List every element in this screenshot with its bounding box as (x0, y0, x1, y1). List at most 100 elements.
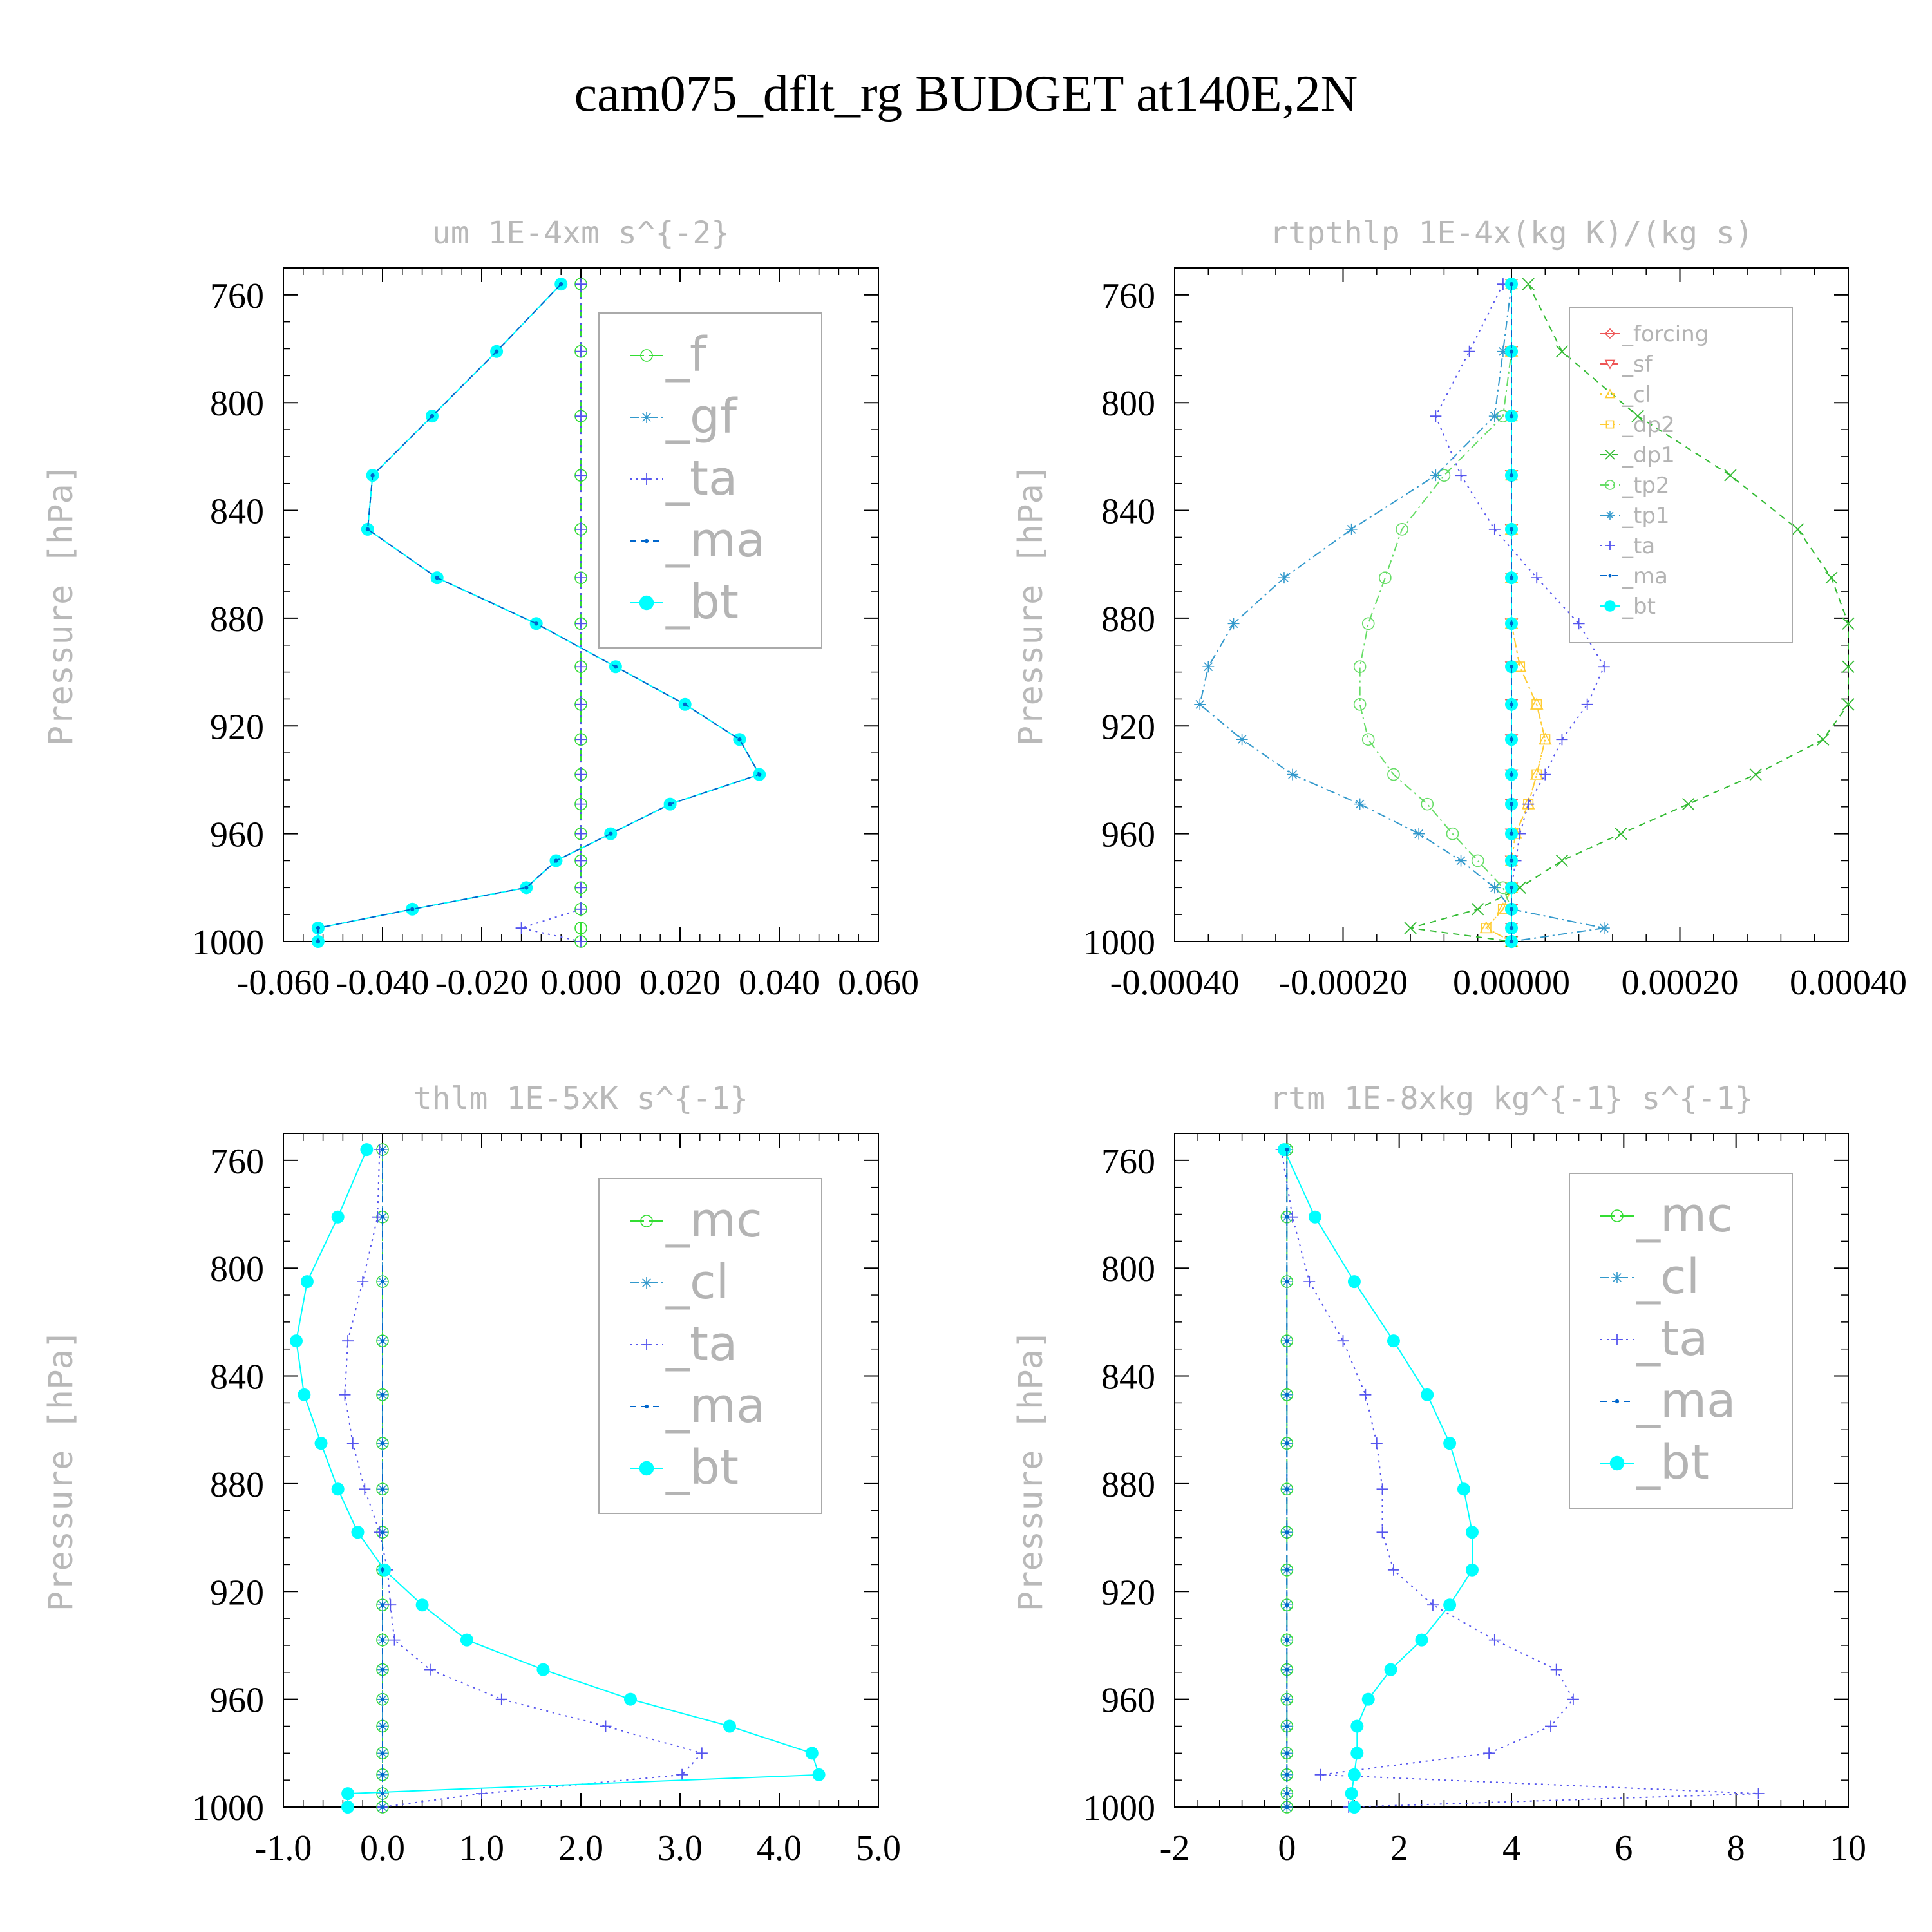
x-tick-label: 0.020 (639, 963, 721, 1003)
panel-thlm: thlm 1E-5xK s^{-1} Pressure [hPa] -1.0 0.… (42, 1081, 901, 1868)
data-point (380, 1697, 385, 1701)
data-point (534, 621, 538, 626)
data-point (1384, 1663, 1397, 1676)
data-point (1465, 1563, 1479, 1577)
y-tick-label: 1000 (192, 1788, 264, 1828)
data-point (1752, 1788, 1765, 1800)
legend-label: _ma (665, 513, 765, 568)
legend-item-cl: _cl (1600, 382, 1651, 408)
data-point (1413, 828, 1425, 840)
data-point (1430, 410, 1442, 422)
data-point (1278, 572, 1290, 584)
legend-item-ta: _ta (630, 451, 737, 506)
legend-item-cl: _cl (630, 1255, 729, 1310)
legend-item-ta: _ta (1600, 1311, 1708, 1367)
legend-label: _ma (665, 1378, 765, 1434)
data-point (1539, 768, 1551, 781)
data-point (342, 1335, 354, 1347)
data-point (757, 772, 762, 777)
data-point (1540, 734, 1551, 745)
legend-label: _ma (1636, 1373, 1736, 1428)
y-tick-label: 920 (210, 707, 264, 747)
data-point (1509, 473, 1514, 478)
series-ta (515, 278, 587, 947)
data-point (380, 1215, 385, 1219)
data-point (346, 1437, 359, 1450)
data-point (495, 1693, 507, 1705)
data-point (316, 925, 321, 931)
legend-item-tp2: _tp2 (1600, 473, 1670, 498)
data-point (1791, 523, 1804, 536)
y-tick-label: 960 (1101, 1681, 1155, 1721)
legend: _mc _cl _ta _ma _bt (630, 1193, 765, 1495)
legend-swatch-marker (639, 1461, 654, 1476)
data-point (1314, 1768, 1327, 1781)
legend-item-f: _f (630, 327, 708, 383)
data-point (1285, 1339, 1289, 1343)
data-point (668, 802, 672, 806)
x-tick-label: 0.00040 (1790, 963, 1907, 1003)
data-point (805, 1747, 819, 1760)
data-point (1287, 768, 1299, 781)
series-line (1485, 284, 1546, 942)
series-line (1410, 283, 1849, 942)
legend-item-ma: _ma (630, 513, 765, 568)
series-bt (1277, 1143, 1479, 1814)
data-point (613, 665, 618, 669)
series-layer (1275, 1143, 1765, 1814)
x-tick-label: -0.040 (336, 963, 430, 1003)
data-point (1285, 1638, 1289, 1642)
data-point (331, 1210, 345, 1224)
data-point (524, 886, 529, 890)
data-point (1285, 1791, 1289, 1796)
legend-item-mc: _mc (1600, 1188, 1733, 1243)
data-point (1236, 734, 1248, 746)
x-tick-label: 1.0 (459, 1828, 504, 1868)
data-point (723, 1719, 736, 1733)
series-line (1199, 283, 1604, 942)
series-dp1 (1404, 278, 1855, 948)
axis-ticks: -0.00040 -0.00020 0.00000 0.00020 0.00040 760… (1083, 267, 1907, 1003)
data-point (1817, 733, 1830, 746)
data-point (460, 1633, 473, 1647)
data-point (1387, 768, 1400, 781)
data-point (1522, 278, 1535, 290)
y-axis-label: Pressure [hPa] (42, 1329, 80, 1611)
x-tick-label: -1.0 (255, 1828, 312, 1868)
x-tick-label: -0.060 (237, 963, 330, 1003)
data-point (424, 1663, 436, 1676)
legend-swatch-marker (640, 1215, 653, 1227)
x-tick-label: 10 (1830, 1828, 1866, 1868)
y-tick-label: 760 (1101, 1142, 1155, 1182)
series-bt (1505, 278, 1518, 948)
data-point (316, 939, 321, 944)
data-point (410, 907, 415, 911)
legend-box (1569, 307, 1793, 643)
data-point (388, 1634, 401, 1646)
data-point (812, 1768, 826, 1781)
data-point (1285, 1392, 1289, 1397)
data-point (575, 828, 587, 840)
y-tick-label: 760 (1101, 276, 1155, 316)
x-tick-label: 0.00000 (1453, 963, 1570, 1003)
data-point (1555, 854, 1569, 867)
series-line (1359, 284, 1512, 942)
data-point (1550, 1663, 1562, 1676)
series-line (1283, 1149, 1473, 1808)
data-point (1345, 1787, 1358, 1801)
axis-ticks: -2 0 2 4 6 8 10 760 800 840 880 920 960 1000 (1083, 1133, 1866, 1868)
data-point (1472, 903, 1484, 916)
legend-item-ta: _ta (630, 1316, 737, 1372)
data-point (1615, 828, 1627, 840)
data-point (380, 1530, 385, 1535)
data-point (1430, 469, 1442, 482)
data-point (1631, 410, 1644, 422)
data-point (1488, 410, 1501, 422)
data-point (1350, 1747, 1364, 1760)
data-point (415, 1598, 429, 1612)
y-tick-label: 880 (1101, 1465, 1155, 1505)
data-point (1509, 831, 1514, 836)
data-point (1465, 1526, 1479, 1539)
data-point (1842, 660, 1855, 673)
legend-swatch-marker (639, 595, 654, 611)
